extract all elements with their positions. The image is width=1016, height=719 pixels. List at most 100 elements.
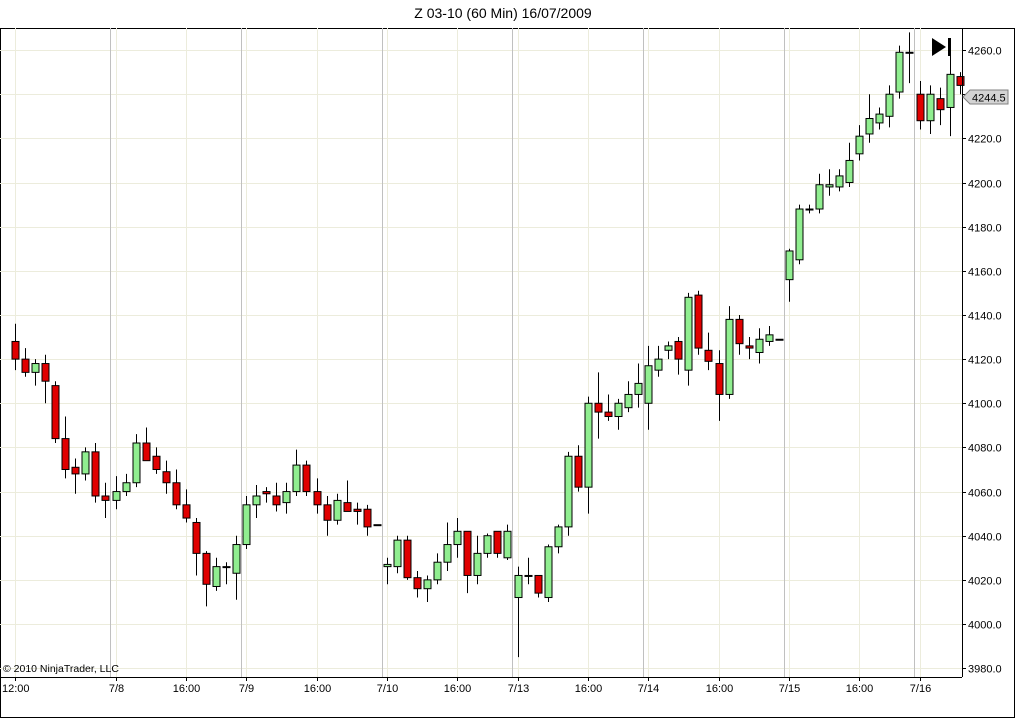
last-price-marker: 4244.5 [962,89,1009,105]
candle-body [333,499,342,521]
y-tick-label: 4040.0 [968,532,1002,544]
y-tick-label: 4140.0 [968,311,1002,323]
candle-up [473,535,482,585]
candle-body [524,574,533,577]
candle-up [805,204,814,214]
candle-down [745,337,754,360]
candle-down [604,394,613,421]
candle-body [453,530,462,546]
y-tick-label: 3980.0 [968,664,1002,676]
price-axis: 4260.04240.04220.04200.04180.04160.04140… [962,46,1002,676]
candle-down [715,350,724,421]
candle-body [31,363,40,373]
candle-up [895,45,904,99]
candle-down [674,337,683,375]
candle-up [112,476,121,510]
candle-body [272,495,281,506]
candle-body [101,495,110,501]
candle-down [162,460,171,494]
candle-up [373,524,382,527]
candle-down [172,469,181,510]
y-tick-label: 4060.0 [968,488,1002,500]
candle-up [242,495,251,549]
candle-body [745,345,754,349]
candle-body [343,502,352,512]
plot-area-frame [0,28,1015,718]
candle-down [534,574,543,598]
candle-up [483,533,492,558]
x-tick-label: 16:00 [846,683,874,695]
y-tick-label: 4100.0 [968,399,1002,411]
candle-down [403,535,412,580]
candle-up [875,107,884,130]
candle-down [101,482,110,519]
candle-up [423,575,432,602]
scroll-to-end-button[interactable] [928,36,956,58]
x-tick-label: 7/8 [109,683,124,695]
candle-body [463,530,472,576]
candle-body [61,438,70,470]
candle-body [81,451,90,475]
candle-body [182,504,191,519]
candle-body [895,51,904,93]
candle-down [11,323,20,371]
candle-down [704,332,713,371]
candle-body [885,93,894,117]
candle-body [875,113,884,124]
gridlines [0,28,962,677]
candle-body [514,574,523,599]
candle-body [634,382,643,395]
candle-down [343,480,352,512]
candle-down [956,72,965,95]
candle-body [574,455,583,488]
candle-body [916,93,925,122]
candle-up [755,328,764,364]
candle-body [825,184,834,188]
candle-down [142,427,151,462]
candle-body [775,338,784,341]
candle-body [222,566,231,569]
candle-body [805,208,814,211]
candle-up [725,306,734,399]
candle-up [222,562,231,585]
x-tick-label: 7/10 [377,683,398,695]
candle-up [212,557,221,591]
candle-body [383,563,392,568]
candle-body [242,504,251,546]
candle-body [503,530,512,559]
end-bar-icon [948,38,951,56]
candle-up [926,85,935,134]
last-price-label: 4244.5 [972,93,1006,105]
candle-down [302,460,311,496]
x-tick-label: 7/15 [779,683,800,695]
candle-up [544,544,553,602]
candle-body [664,345,673,351]
candle-body [654,358,663,371]
candle-body [795,208,804,261]
candle-up [514,566,523,658]
candle-body [735,318,744,345]
candle-down [61,416,70,479]
candle-body [865,118,874,135]
time-axis: 12:00 7/8 16:00 7/9 16:00 7/10 16:00 7/13 16:00 7… [2,677,931,695]
candle-up [825,169,834,196]
candle-up [835,169,844,192]
candle-up [433,553,442,585]
candle-body [232,544,241,574]
candle-down [735,314,744,355]
candle-up [383,557,392,585]
candle-up [654,345,663,377]
candle-down [192,518,201,576]
candle-down [313,478,322,514]
candle-down [574,445,583,492]
candle-up [845,142,854,187]
candle-body [835,175,844,188]
candle-body [71,466,80,475]
candle-up [453,518,462,558]
candle-up [122,473,131,496]
candle-body [534,574,543,594]
candle-down [51,381,60,444]
candle-body [594,402,603,413]
candle-body [122,482,131,493]
